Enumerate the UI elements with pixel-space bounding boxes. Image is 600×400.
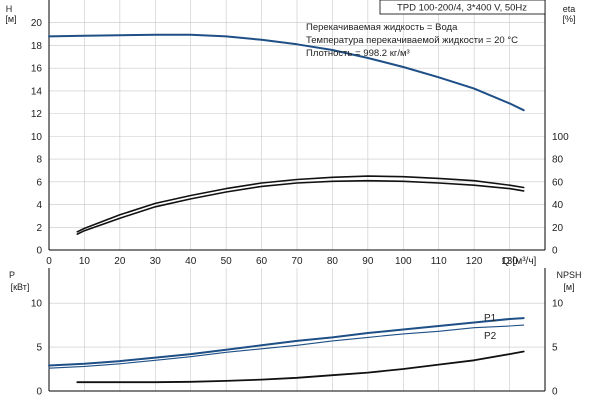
series-label-p2: P2 (484, 331, 497, 342)
head-tick-label: 18 (31, 41, 43, 52)
head-tick-label: 20 (31, 18, 43, 29)
power-tick-label: 10 (31, 299, 43, 310)
head-tick-label: 6 (36, 177, 42, 188)
x-tick-label: 0 (46, 256, 52, 267)
npsh-tick-label: 0 (552, 387, 558, 398)
note-fluid: Перекачиваемая жидкость = Вода (306, 22, 458, 33)
power-axis-label: P (9, 270, 15, 280)
power-tick-label: 5 (36, 343, 42, 354)
x-tick-label: 70 (291, 256, 303, 267)
efficiency-tick-label: 40 (552, 200, 564, 211)
x-tick-label: 50 (221, 256, 233, 267)
efficiency-tick-label: 80 (552, 155, 564, 166)
title-box (379, 0, 546, 15)
head-tick-label: 10 (31, 132, 43, 143)
head-tick-label: 8 (36, 155, 42, 166)
note-density: Плотность = 998.2 кг/м³ (306, 48, 410, 59)
flow-axis-label: Q [м³/ч] (502, 256, 537, 267)
x-tick-label: 100 (395, 256, 412, 267)
npsh-axis-unit: [м] (563, 282, 574, 292)
grid-layer (48, 0, 545, 392)
efficiency-tick-label: 100 (552, 132, 569, 143)
x-tick-label: 120 (466, 256, 483, 267)
npsh-tick-label: 5 (552, 343, 558, 354)
power-curve-p2 (48, 324, 525, 369)
x-tick-label: 30 (150, 256, 162, 267)
series-layer (48, 33, 525, 384)
head-tick-label: 16 (31, 64, 43, 75)
efficiency-axis-label: eta (563, 4, 576, 14)
power-tick-label: 0 (36, 387, 42, 398)
x-tick-label: 60 (256, 256, 268, 267)
npsh-axis-label: NPSH (556, 270, 581, 280)
efficiency-tick-label: 60 (552, 177, 564, 188)
head-tick-label: 4 (36, 200, 42, 211)
power-curve-p1 (48, 317, 525, 367)
head-axis-label: H (6, 4, 13, 14)
head-curve (48, 33, 525, 112)
efficiency-tick-label: 0 (552, 246, 558, 257)
x-tick-label: 80 (327, 256, 339, 267)
chart-title: TPD 100-200/4, 3*400 V, 50Hz (397, 3, 527, 14)
x-tick-label: 130 (501, 256, 518, 267)
efficiency-curve-2 (76, 179, 525, 235)
x-tick-label: 40 (185, 256, 197, 267)
npsh-curve (76, 350, 525, 384)
power-axis-unit: [кВт] (11, 282, 30, 292)
head-tick-label: 0 (36, 246, 42, 257)
labels-layer: 0 10 20 30 40 50 60 70 80 90 100 110 120 130024681012… (31, 18, 569, 397)
head-tick-label: 14 (31, 86, 43, 97)
efficiency-curve-1 (76, 175, 525, 233)
x-tick-label: 110 (431, 256, 447, 267)
x-tick-label: 10 (79, 256, 91, 267)
x-tick-label: 20 (114, 256, 126, 267)
head-tick-label: 12 (31, 109, 43, 120)
note-temperature: Температура перекачиваемой жидкости = 20… (306, 35, 518, 46)
x-tick-label: 90 (362, 256, 374, 267)
series-label-p1: P1 (484, 313, 497, 324)
head-axis-unit: [м] (5, 14, 16, 24)
head-tick-label: 2 (36, 223, 42, 234)
npsh-tick-label: 10 (552, 299, 564, 310)
axes-layer (48, 0, 546, 392)
efficiency-axis-unit: [%] (562, 14, 575, 24)
efficiency-tick-label: 20 (552, 223, 564, 234)
